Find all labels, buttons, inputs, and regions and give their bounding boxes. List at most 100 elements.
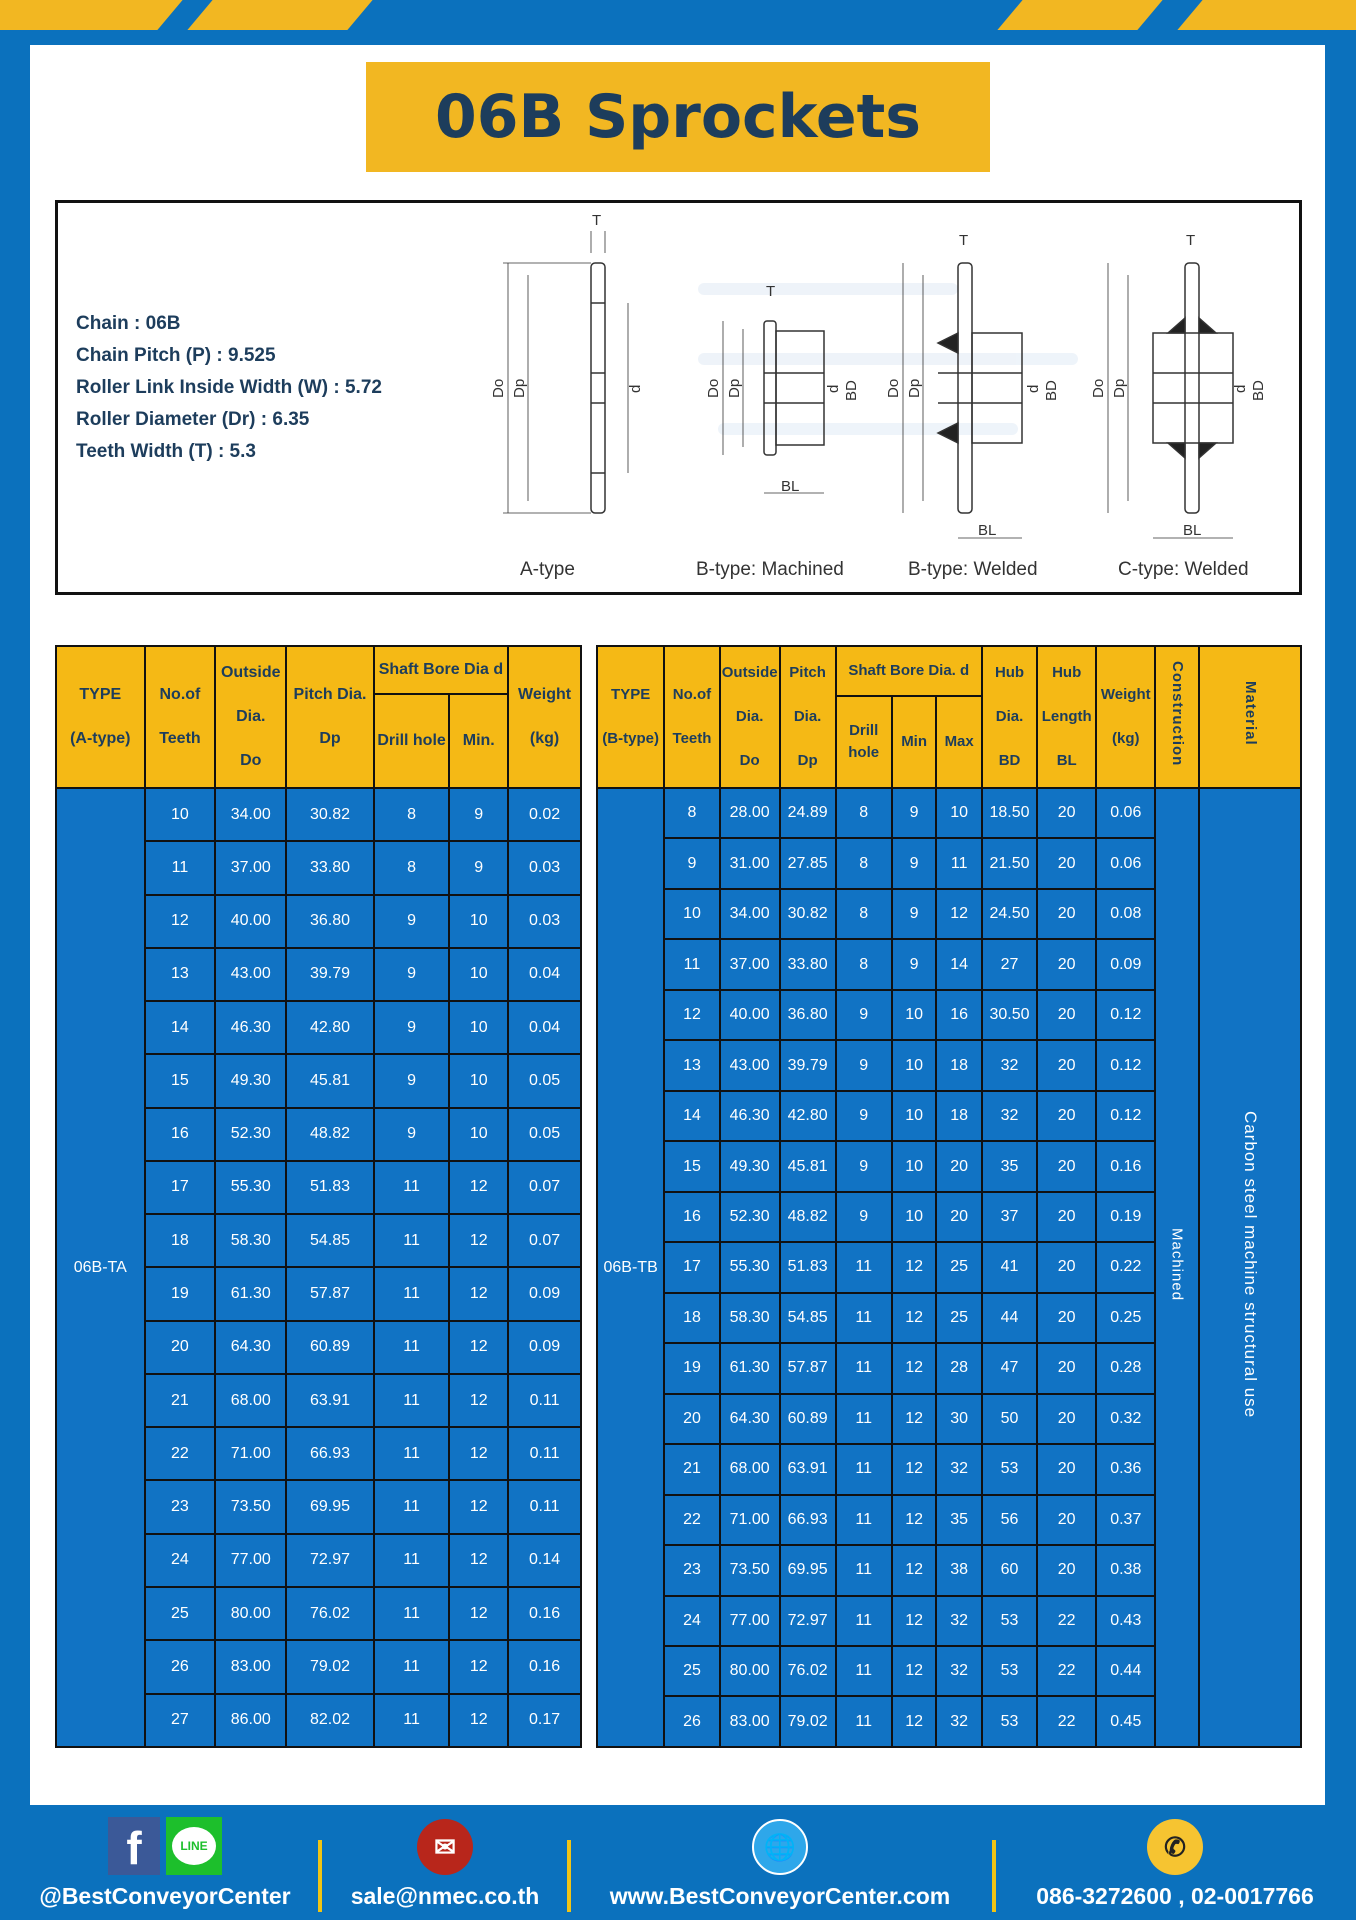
teeth-cell: 17 (663, 1241, 721, 1294)
teeth-cell: 12 (143, 893, 217, 949)
min-bore-cell: 9 (890, 786, 938, 840)
min-bore-cell: 9 (890, 837, 938, 890)
max-bore-cell: 30 (935, 1392, 983, 1446)
footer-social[interactable]: f LINE @BestConveyorCenter (20, 1810, 310, 1920)
outside-dia-cell: 46.30 (718, 1089, 781, 1143)
min-bore-cell: 12 (890, 1493, 938, 1547)
table-row: 21 68.00 63.91 11 12 0.11 (56, 1372, 582, 1429)
hub-length-cell: 20 (1036, 887, 1098, 941)
phone-numbers[interactable]: 086-3272600 , 02-0017766 (1036, 1883, 1314, 1909)
outside-dia-cell: 73.50 (214, 1479, 288, 1535)
weight-cell: 0.14 (507, 1532, 582, 1588)
drill-hole-cell: 9 (372, 893, 451, 949)
teeth-cell: 16 (143, 1106, 217, 1162)
line-icon[interactable]: LINE (166, 1817, 222, 1875)
pitch-dia-cell: 45.81 (778, 1140, 837, 1193)
svg-text:A-type: A-type (520, 559, 575, 580)
header-weight: Weight (kg) (1095, 645, 1157, 789)
social-handle[interactable]: @BestConveyorCenter (39, 1883, 291, 1909)
pitch-dia-cell: 76.02 (778, 1644, 837, 1698)
outside-dia-cell: 40.00 (718, 988, 781, 1042)
teeth-cell: 19 (143, 1266, 217, 1322)
min-bore-cell: 12 (448, 1213, 510, 1269)
pitch-dia-cell: 42.80 (778, 1089, 837, 1143)
weight-cell: 0.07 (507, 1213, 582, 1269)
table-row: 14 46.30 42.80 9 10 0.04 (56, 1000, 582, 1056)
min-bore-cell: 12 (890, 1241, 938, 1294)
drill-hole-cell: 11 (372, 1479, 451, 1535)
email-link[interactable]: sale@nmec.co.th (350, 1883, 540, 1909)
outside-dia-cell: 55.30 (214, 1159, 288, 1216)
facebook-icon[interactable]: f (108, 1817, 160, 1875)
pitch-dia-cell: 76.02 (285, 1585, 375, 1642)
outside-dia-cell: 37.00 (214, 840, 288, 896)
weight-cell: 0.09 (507, 1266, 582, 1322)
outside-dia-cell: 86.00 (214, 1692, 288, 1749)
drill-hole-cell: 11 (372, 1266, 451, 1322)
outside-dia-cell: 77.00 (214, 1532, 288, 1588)
outside-dia-cell: 83.00 (718, 1695, 781, 1748)
drill-hole-cell: 9 (834, 1089, 893, 1143)
footer-email[interactable]: ✉ sale@nmec.co.th (325, 1810, 565, 1920)
drill-hole-cell: 11 (834, 1241, 893, 1294)
drill-hole-cell: 11 (834, 1291, 893, 1345)
weight-cell: 0.04 (507, 946, 582, 1003)
min-bore-cell: 10 (890, 1089, 938, 1143)
sprocket-drawings: T Do Dp d T Do Dp d BD BL T Do Dp d BD B… (490, 212, 1267, 580)
divider (567, 1840, 571, 1912)
outside-dia-cell: 71.00 (718, 1493, 781, 1547)
min-bore-cell: 9 (448, 786, 510, 843)
hub-dia-cell: 32 (980, 1089, 1039, 1143)
weight-cell: 0.38 (1095, 1544, 1157, 1597)
weight-cell: 0.25 (1095, 1291, 1157, 1345)
outside-dia-cell: 55.30 (718, 1241, 781, 1294)
pitch-dia-cell: 66.93 (778, 1493, 837, 1547)
max-bore-cell: 14 (935, 938, 983, 991)
outside-dia-cell: 31.00 (718, 837, 781, 890)
table-row: 18 58.30 54.85 11 12 25 44 20 0.25 (597, 1291, 1301, 1345)
table-row: 12 40.00 36.80 9 10 16 30.50 20 0.12 (597, 988, 1301, 1042)
hub-dia-cell: 24.50 (980, 887, 1039, 941)
table-row: 17 55.30 51.83 11 12 25 41 20 0.22 (597, 1241, 1301, 1294)
pitch-dia-cell: 60.89 (285, 1319, 375, 1375)
table-row: 25 80.00 76.02 11 12 32 53 22 0.44 (597, 1644, 1301, 1698)
min-bore-cell: 12 (890, 1695, 938, 1748)
table-row: 10 34.00 30.82 8 9 12 24.50 20 0.08 (597, 887, 1301, 941)
hub-dia-cell: 60 (980, 1544, 1039, 1597)
teeth-cell: 20 (663, 1392, 721, 1446)
website-link[interactable]: www.BestConveyorCenter.com (609, 1883, 951, 1909)
outside-dia-cell: 68.00 (718, 1443, 781, 1496)
teeth-cell: 24 (663, 1594, 721, 1647)
drill-hole-cell: 9 (834, 1140, 893, 1193)
svg-text:Dp: Dp (1111, 379, 1128, 398)
min-bore-cell: 12 (448, 1372, 510, 1429)
drill-hole-cell: 8 (834, 938, 893, 991)
header-outside-dia: Outside Dia. Do (718, 645, 781, 789)
max-bore-cell: 32 (935, 1695, 983, 1748)
spec-teeth-width: Teeth Width (T) : 5.3 (76, 441, 256, 462)
drill-hole-cell: 9 (834, 1039, 893, 1092)
table-row: 20 64.30 60.89 11 12 0.09 (56, 1319, 582, 1375)
drill-hole-cell: 8 (834, 837, 893, 890)
drill-hole-cell: 9 (372, 946, 451, 1003)
hub-dia-cell: 41 (980, 1241, 1039, 1294)
outside-dia-cell: 80.00 (718, 1644, 781, 1698)
hub-dia-cell: 50 (980, 1392, 1039, 1446)
hub-dia-cell: 27 (980, 938, 1039, 991)
weight-cell: 0.37 (1095, 1493, 1157, 1547)
teeth-cell: 14 (663, 1089, 721, 1143)
footer-website[interactable]: 🌐 www.BestConveyorCenter.com (575, 1810, 985, 1920)
pitch-dia-cell: 27.85 (778, 837, 837, 890)
table-row: 21 68.00 63.91 11 12 32 53 20 0.36 (597, 1443, 1301, 1496)
min-bore-cell: 10 (448, 946, 510, 1003)
weight-cell: 0.32 (1095, 1392, 1157, 1446)
teeth-cell: 20 (143, 1319, 217, 1375)
pitch-dia-cell: 51.83 (778, 1241, 837, 1294)
svg-text:C-type: Welded: C-type: Welded (1118, 559, 1249, 580)
outside-dia-cell: 61.30 (718, 1342, 781, 1395)
table-row: 13 43.00 39.79 9 10 0.04 (56, 946, 582, 1003)
outside-dia-cell: 64.30 (718, 1392, 781, 1446)
weight-cell: 0.16 (1095, 1140, 1157, 1193)
footer-phone[interactable]: ✆ 086-3272600 , 02-0017766 (1000, 1810, 1350, 1920)
divider (318, 1840, 322, 1912)
